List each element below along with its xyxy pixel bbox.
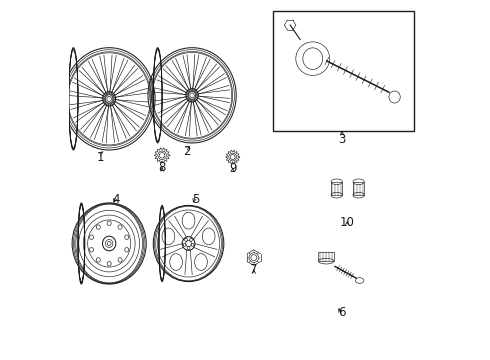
Text: 4: 4 (113, 193, 120, 206)
Text: 5: 5 (192, 193, 199, 206)
Bar (331, 182, 343, 195)
Text: 1: 1 (97, 150, 104, 163)
Text: 3: 3 (338, 133, 346, 146)
Text: 10: 10 (340, 216, 355, 229)
Bar (318, 252, 334, 261)
Text: 2: 2 (183, 145, 191, 158)
Text: 7: 7 (250, 264, 258, 276)
Text: 6: 6 (338, 306, 346, 319)
Text: 9: 9 (229, 162, 236, 175)
Bar (273, 11, 415, 131)
Text: 8: 8 (158, 161, 166, 174)
Bar (353, 182, 364, 195)
